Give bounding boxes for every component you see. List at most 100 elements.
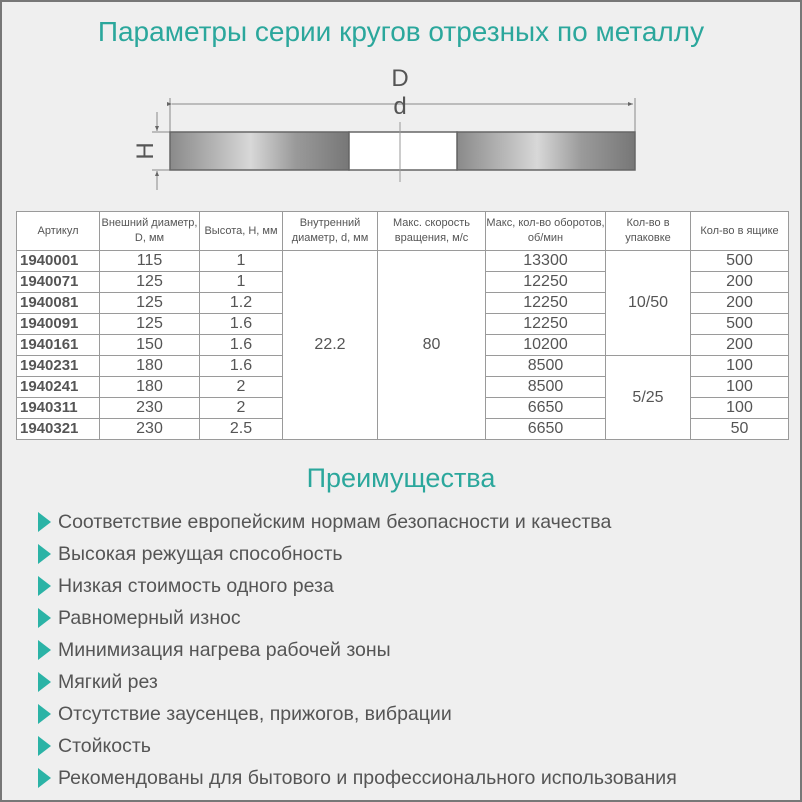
max-rpm-cell: 6650: [485, 397, 606, 419]
table-row: 1940321 230 2.5 6650 50: [16, 418, 789, 440]
height-cell: 2.5: [199, 418, 283, 440]
outer-diameter-cell: 230: [99, 397, 200, 419]
article-cell: 1940091: [16, 313, 100, 335]
max-rpm-cell: 8500: [485, 376, 606, 398]
max-rpm-cell: 12250: [485, 313, 606, 335]
triangle-bullet-icon: [38, 672, 51, 692]
article-cell: 1940231: [16, 355, 100, 377]
article-cell: 1940321: [16, 418, 100, 440]
advantage-item: Равномерный износ: [38, 602, 677, 634]
advantage-item: Стойкость: [38, 730, 677, 762]
height-cell: 1.2: [199, 292, 283, 314]
table-row: 1940311 230 2 6650 100: [16, 397, 789, 419]
max-rpm-cell: 13300: [485, 250, 606, 272]
page-title: Параметры серии кругов отрезных по метал…: [97, 16, 705, 47]
advantage-text: Мягкий рез: [58, 670, 158, 693]
advantage-text: Минимизация нагрева рабочей зоны: [58, 638, 391, 661]
box-qty-cell: 50: [690, 418, 789, 440]
box-qty-cell: 100: [690, 355, 789, 377]
advantage-item: Минимизация нагрева рабочей зоны: [38, 634, 677, 666]
article-cell: 1940071: [16, 271, 100, 293]
box-qty-cell: 500: [690, 313, 789, 335]
triangle-bullet-icon: [38, 640, 51, 660]
table-row: 1940231 180 1.6 8500 5/25 100: [16, 355, 789, 440]
triangle-bullet-icon: [38, 576, 51, 596]
height-cell: 1: [199, 271, 283, 293]
table-row: 1940071 125 1 12250 200: [16, 271, 789, 293]
pack-qty-cell: 10/50: [605, 250, 691, 356]
disc-left-section: [169, 131, 350, 171]
col-header: Высота, H, мм: [199, 211, 283, 251]
col-header: Внешний диаметр, D, мм: [99, 211, 200, 251]
triangle-bullet-icon: [38, 608, 51, 628]
box-qty-cell: 500: [690, 250, 789, 272]
max-speed-cell: 80: [377, 250, 486, 440]
height-cell: 1.6: [199, 334, 283, 356]
label-d: d: [393, 93, 406, 120]
advantage-text: Равномерный износ: [58, 606, 241, 629]
box-qty-cell: 100: [690, 376, 789, 398]
advantage-text: Стойкость: [58, 734, 151, 757]
outer-diameter-cell: 180: [99, 376, 200, 398]
height-cell: 1.6: [199, 355, 283, 377]
advantage-item: Рекомендованы для бытового и профессиона…: [38, 762, 677, 794]
triangle-bullet-icon: [38, 736, 51, 756]
article-cell: 1940161: [16, 334, 100, 356]
advantage-text: Соответствие европейским нормам безопасн…: [58, 510, 612, 533]
col-header: Макс, кол-во оборотов, об/мин: [485, 211, 606, 251]
advantage-text: Рекомендованы для бытового и профессиона…: [58, 766, 677, 789]
table-row: 1940161 150 1.6 10200 200: [16, 334, 789, 356]
article-cell: 1940081: [16, 292, 100, 314]
disc-right-section: [456, 131, 636, 171]
advantage-item: Отсутствие заусенцев, прижогов, вибрации: [38, 698, 677, 730]
outer-diameter-cell: 180: [99, 355, 200, 377]
pack-qty-cell: 5/25: [605, 355, 691, 440]
outer-diameter-cell: 230: [99, 418, 200, 440]
table-row: 1940091 125 1.6 12250 500: [16, 313, 789, 335]
height-cell: 2: [199, 376, 283, 398]
max-rpm-cell: 10200: [485, 334, 606, 356]
triangle-bullet-icon: [38, 704, 51, 724]
specs-table: Артикул Внешний диаметр, D, мм Высота, H…: [16, 211, 789, 440]
outer-diameter-cell: 125: [99, 271, 200, 293]
max-rpm-cell: 12250: [485, 271, 606, 293]
col-header: Артикул: [16, 211, 100, 251]
disc-dimension-drawing: D d H: [132, 65, 636, 190]
advantage-text: Отсутствие заусенцев, прижогов, вибрации: [58, 702, 452, 725]
table-header-row: Артикул Внешний диаметр, D, мм Высота, H…: [16, 211, 789, 251]
height-cell: 1: [199, 250, 283, 272]
outer-diameter-cell: 150: [99, 334, 200, 356]
col-header: Кол-во в ящике: [690, 211, 789, 251]
advantage-item: Высокая режущая способность: [38, 538, 677, 570]
box-qty-cell: 200: [690, 334, 789, 356]
col-header: Внутренний диаметр, d, мм: [282, 211, 378, 251]
max-rpm-cell: 6650: [485, 418, 606, 440]
label-D: D: [391, 65, 408, 92]
triangle-bullet-icon: [38, 544, 51, 564]
table-row: 1940001 115 1 22.2 80 13300 10/50 500: [16, 250, 789, 440]
advantage-text: Низкая стоимость одного реза: [58, 574, 334, 597]
article-cell: 1940241: [16, 376, 100, 398]
table-row: 1940081 125 1.2 12250 200: [16, 292, 789, 314]
article-cell: 1940311: [16, 397, 100, 419]
outer-diameter-cell: 125: [99, 292, 200, 314]
inner-diameter-cell: 22.2: [282, 250, 378, 440]
col-header: Макс. скорость вращения, м/с: [377, 211, 486, 251]
advantage-text: Высокая режущая способность: [58, 542, 343, 565]
advantage-item: Низкая стоимость одного реза: [38, 570, 677, 602]
advantages-title: Преимущества: [306, 463, 496, 493]
box-qty-cell: 200: [690, 271, 789, 293]
box-qty-cell: 100: [690, 397, 789, 419]
box-qty-cell: 200: [690, 292, 789, 314]
advantages-list: Соответствие европейским нормам безопасн…: [38, 506, 677, 794]
max-rpm-cell: 12250: [485, 292, 606, 314]
advantage-item: Соответствие европейским нормам безопасн…: [38, 506, 677, 538]
article-cell: 1940001: [16, 250, 100, 272]
outer-diameter-cell: 115: [99, 250, 200, 272]
triangle-bullet-icon: [38, 768, 51, 788]
height-cell: 1.6: [199, 313, 283, 335]
height-cell: 2: [199, 397, 283, 419]
max-rpm-cell: 8500: [485, 355, 606, 377]
label-H: H: [132, 142, 159, 159]
triangle-bullet-icon: [38, 512, 51, 532]
